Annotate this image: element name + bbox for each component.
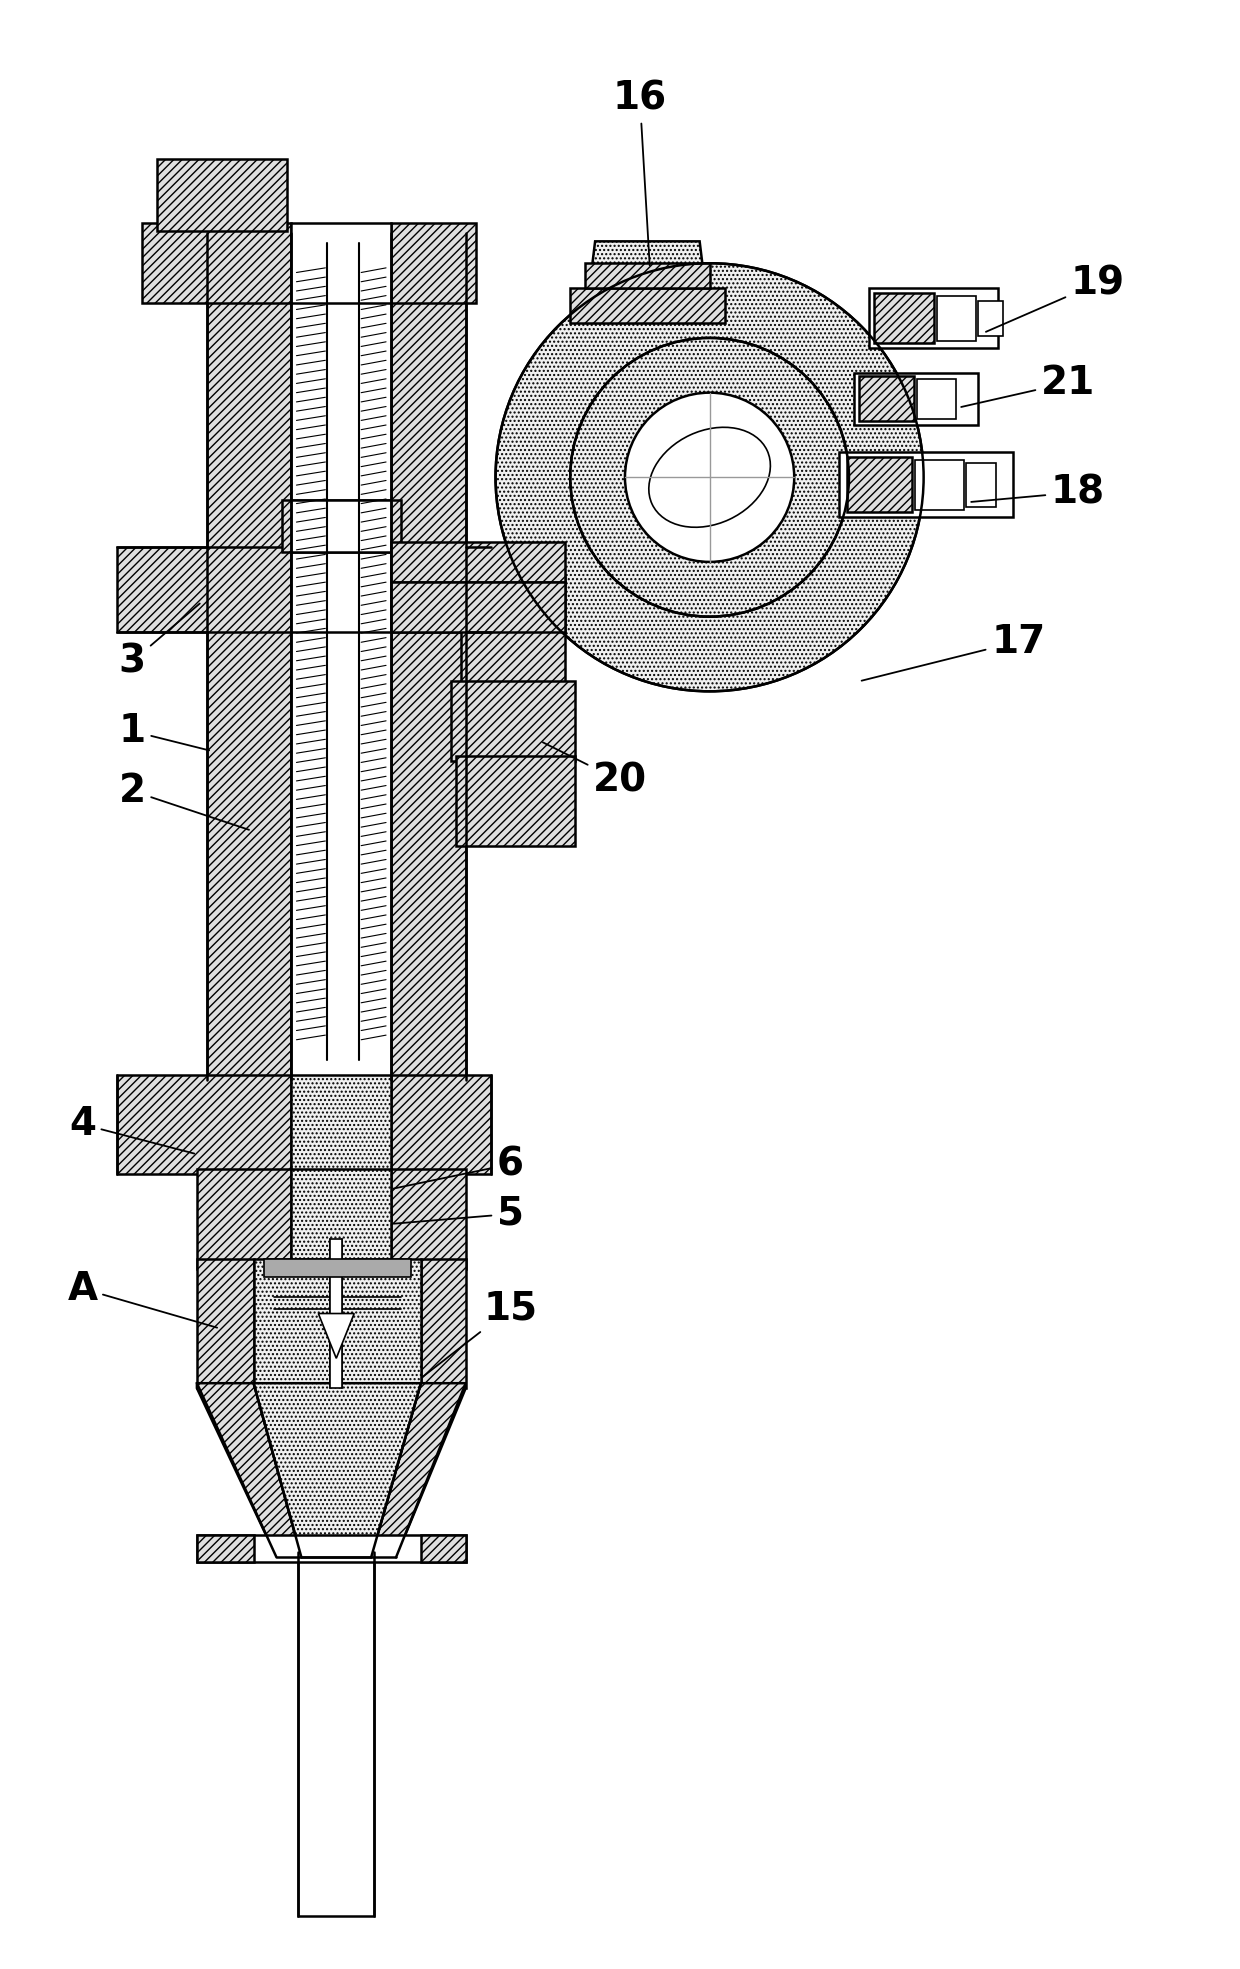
Text: 2: 2	[119, 772, 249, 829]
Polygon shape	[461, 577, 565, 687]
Polygon shape	[420, 1534, 466, 1561]
Polygon shape	[570, 287, 724, 323]
Polygon shape	[197, 1170, 291, 1268]
Polygon shape	[391, 222, 476, 303]
Text: 6: 6	[394, 1146, 525, 1189]
Polygon shape	[915, 461, 965, 510]
Text: 5: 5	[394, 1195, 525, 1233]
Polygon shape	[391, 1075, 491, 1174]
Polygon shape	[197, 1382, 301, 1557]
Polygon shape	[291, 222, 391, 303]
Polygon shape	[118, 547, 291, 632]
Text: 3: 3	[119, 604, 200, 681]
Polygon shape	[391, 547, 491, 632]
Polygon shape	[291, 500, 391, 551]
Polygon shape	[197, 1534, 254, 1561]
Polygon shape	[197, 1534, 466, 1561]
Circle shape	[496, 264, 924, 691]
Polygon shape	[916, 378, 956, 419]
Polygon shape	[839, 453, 1013, 518]
Polygon shape	[254, 1382, 420, 1557]
Text: 21: 21	[961, 364, 1095, 408]
Ellipse shape	[649, 427, 770, 528]
Text: 18: 18	[971, 473, 1105, 512]
Polygon shape	[391, 1170, 466, 1268]
Polygon shape	[420, 1258, 466, 1388]
Polygon shape	[254, 1258, 420, 1388]
Polygon shape	[207, 234, 291, 1079]
Polygon shape	[847, 457, 911, 512]
Polygon shape	[319, 1313, 355, 1359]
Polygon shape	[391, 541, 565, 581]
Text: 15: 15	[423, 1290, 538, 1376]
Polygon shape	[456, 756, 575, 845]
Polygon shape	[157, 159, 286, 232]
Polygon shape	[978, 301, 1003, 337]
Text: A: A	[67, 1270, 217, 1327]
Polygon shape	[118, 1075, 291, 1174]
Polygon shape	[264, 1258, 410, 1276]
Polygon shape	[391, 234, 466, 1079]
Text: 1: 1	[119, 713, 210, 750]
Polygon shape	[966, 463, 996, 508]
Polygon shape	[291, 234, 391, 1079]
Polygon shape	[869, 287, 998, 349]
Polygon shape	[330, 1239, 342, 1388]
Polygon shape	[391, 581, 565, 632]
Polygon shape	[874, 293, 934, 343]
Polygon shape	[291, 1075, 391, 1174]
Polygon shape	[585, 242, 709, 323]
Text: 4: 4	[69, 1105, 195, 1154]
Polygon shape	[143, 222, 291, 303]
Polygon shape	[299, 1552, 374, 1916]
Text: 20: 20	[543, 742, 647, 799]
Text: 17: 17	[862, 622, 1045, 681]
Polygon shape	[197, 1258, 254, 1388]
Text: 19: 19	[986, 264, 1125, 333]
Polygon shape	[585, 264, 709, 287]
Text: 16: 16	[613, 81, 667, 266]
Circle shape	[570, 339, 849, 616]
Polygon shape	[291, 1170, 391, 1268]
Polygon shape	[854, 372, 978, 425]
Polygon shape	[859, 376, 914, 421]
Polygon shape	[291, 547, 391, 632]
Polygon shape	[371, 1382, 466, 1557]
Circle shape	[625, 392, 794, 561]
Polygon shape	[451, 681, 575, 760]
Polygon shape	[936, 295, 976, 341]
Polygon shape	[281, 500, 401, 551]
